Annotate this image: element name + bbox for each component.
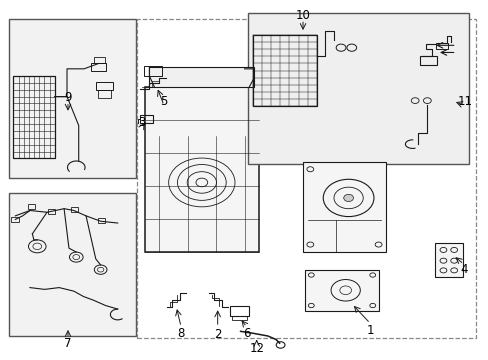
Text: 5: 5 — [160, 95, 167, 108]
Bar — [140, 116, 153, 123]
Bar — [9, 193, 136, 336]
Bar — [434, 243, 462, 277]
Bar — [248, 13, 468, 164]
Bar — [98, 90, 111, 98]
Bar — [305, 270, 378, 311]
Text: 12: 12 — [249, 342, 264, 355]
Bar — [137, 19, 475, 338]
Bar — [94, 57, 104, 63]
Bar — [435, 43, 447, 49]
Text: 9: 9 — [64, 91, 72, 104]
Bar — [11, 217, 19, 222]
Bar — [9, 19, 136, 178]
Bar — [232, 316, 246, 320]
Text: 10: 10 — [295, 9, 310, 22]
Bar — [144, 87, 259, 252]
Bar — [96, 82, 113, 90]
Bar — [71, 207, 78, 212]
Bar — [419, 56, 436, 65]
Bar — [27, 204, 35, 209]
Text: 11: 11 — [456, 95, 471, 108]
Text: 1: 1 — [366, 324, 373, 337]
Bar — [91, 63, 106, 71]
Text: 2: 2 — [213, 328, 221, 341]
Circle shape — [343, 194, 353, 202]
Bar — [48, 209, 55, 214]
Bar — [143, 66, 162, 76]
Bar — [149, 67, 254, 87]
Bar — [229, 306, 249, 316]
Bar — [13, 76, 55, 158]
Bar — [253, 35, 316, 107]
Text: 7: 7 — [64, 337, 72, 350]
Text: 8: 8 — [177, 327, 184, 340]
Bar — [303, 162, 385, 252]
Text: 6: 6 — [243, 327, 250, 340]
Text: 3: 3 — [138, 116, 145, 129]
Bar — [98, 219, 105, 223]
Text: 4: 4 — [459, 263, 467, 276]
